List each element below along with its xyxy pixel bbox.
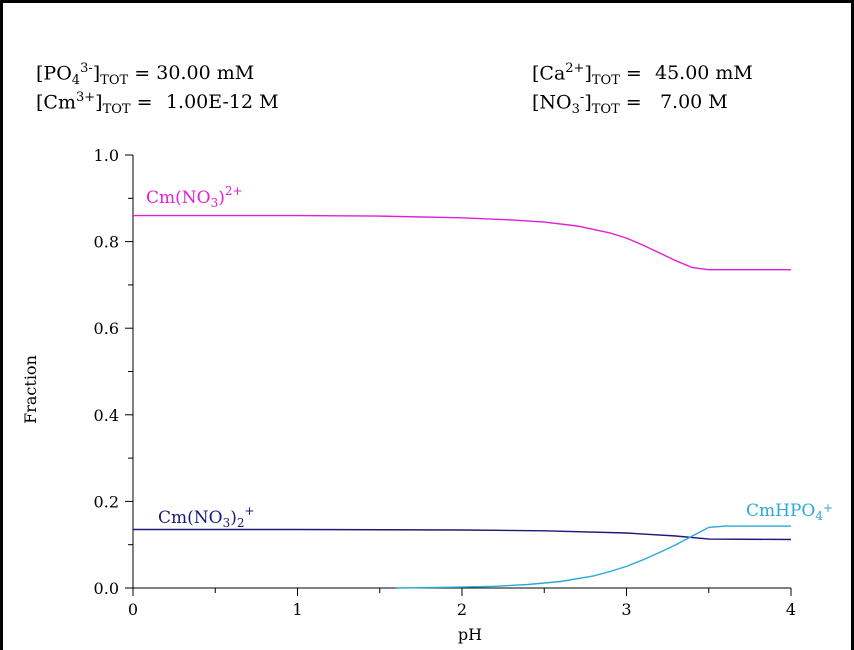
x-tick-label: 4: [786, 600, 796, 619]
y-tick-label: 0.6: [94, 319, 119, 338]
ca-total-concentration: [Ca2+]TOT = 45.00 mM: [532, 61, 753, 89]
ca-value: 45.00 mM: [654, 62, 753, 85]
po4-value: 30.00 mM: [156, 62, 255, 85]
cmhpo4-plus-line: [396, 525, 791, 589]
cm-total-concentration: [Cm3+]TOT = 1.00E-12 M: [36, 90, 279, 118]
no3-value: 7.00 M: [659, 91, 728, 114]
cm-no3-2plus-line: [133, 214, 791, 271]
cm-value: 1.00E-12 M: [165, 91, 279, 114]
y-tick-label: 0.8: [94, 233, 119, 252]
x-tick-label: 0: [128, 600, 138, 619]
y-axis-title: Fraction: [21, 355, 40, 424]
y-tick-label: 0.0: [94, 579, 119, 598]
no3-total-concentration: [NO3-]TOT = 7.00 M: [532, 90, 728, 118]
y-tick-label: 1.0: [94, 146, 119, 165]
series-labels: Cm(NO3)2+ Cm(NO3)2+ CmHPO4+: [146, 184, 833, 530]
cmhpo4-plus-label: CmHPO4+: [746, 501, 833, 523]
cm-no3-2-plus-line: [133, 528, 792, 541]
x-axis-title: pH: [458, 625, 482, 644]
x-tick-label: 2: [457, 600, 467, 619]
y-tick-label: 0.2: [94, 492, 119, 511]
x-tick-label: 1: [292, 600, 302, 619]
y-tick-label: 0.4: [94, 406, 119, 425]
series-group: [133, 214, 792, 589]
po4-total-concentration: [PO43-]TOT = 30.00 mM: [36, 61, 255, 89]
axes: 0 1 2 3 4 0.0 0.2 0.4 0.6 0.8 1.0 pH Fraction: [21, 146, 796, 644]
cm-no3-2-plus-label: Cm(NO3)2+: [158, 504, 255, 530]
x-tick-label: 3: [621, 600, 631, 619]
cm-no3-2plus-label: Cm(NO3)2+: [146, 184, 243, 210]
